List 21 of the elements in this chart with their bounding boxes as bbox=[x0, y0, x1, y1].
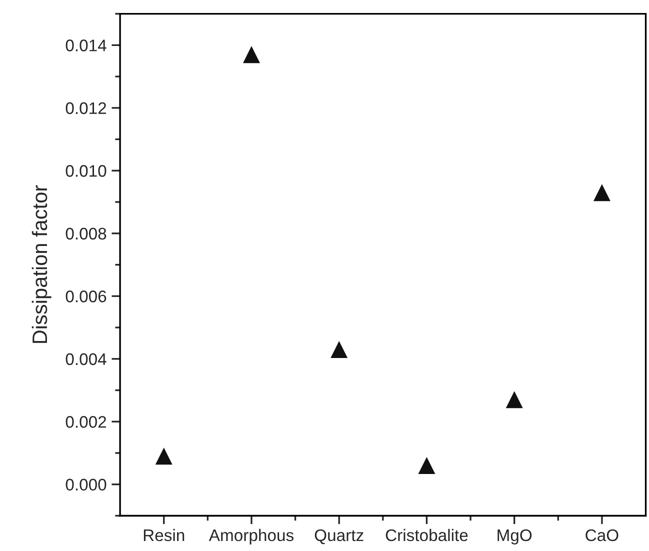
x-tick-label: MgO bbox=[498, 529, 532, 544]
x-tick-label: Cristobalite bbox=[386, 528, 468, 542]
point bbox=[242, 46, 260, 64]
point bbox=[506, 391, 523, 408]
x-tick-label: CaO bbox=[586, 529, 618, 542]
y-tick-label: 0.006 bbox=[66, 290, 106, 302]
y-tick-label: 0.000 bbox=[66, 478, 106, 491]
y-tick-label: 0.012 bbox=[66, 102, 106, 114]
y-tick-label: 0.010 bbox=[66, 165, 106, 177]
y-tick-label: 0.008 bbox=[66, 228, 106, 240]
point bbox=[593, 184, 610, 202]
point bbox=[418, 457, 436, 474]
x-tick-label: Amorphous bbox=[208, 528, 294, 544]
y-tick-label: 0.004 bbox=[66, 353, 106, 366]
y-tick-label: 0.002 bbox=[66, 416, 106, 428]
y-axis-title: Dissipation factor bbox=[32, 185, 52, 343]
y-tick-label: 0.014 bbox=[66, 40, 106, 52]
point bbox=[155, 448, 172, 465]
x-tick-label: Resin bbox=[144, 528, 184, 542]
x-tick-label: Quartz bbox=[314, 529, 364, 544]
point bbox=[330, 340, 348, 358]
